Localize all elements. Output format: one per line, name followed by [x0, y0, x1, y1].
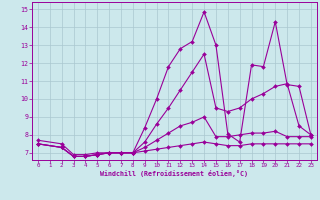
X-axis label: Windchill (Refroidissement éolien,°C): Windchill (Refroidissement éolien,°C): [100, 170, 248, 177]
